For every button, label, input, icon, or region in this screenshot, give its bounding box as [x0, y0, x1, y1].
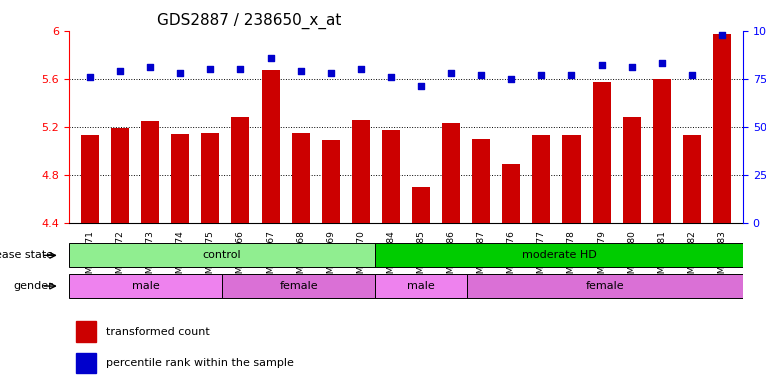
Bar	[593, 82, 611, 223]
Point	[294, 68, 306, 74]
Bar	[653, 79, 671, 223]
Point	[83, 74, 97, 80]
Bar	[141, 121, 159, 223]
Bar	[292, 133, 309, 223]
Bar	[683, 135, 701, 223]
Point	[475, 72, 487, 78]
Text: percentile rank within the sample: percentile rank within the sample	[106, 358, 294, 368]
Bar	[172, 134, 189, 223]
Bar	[472, 139, 490, 223]
Bar	[81, 135, 99, 223]
FancyBboxPatch shape	[69, 274, 222, 298]
Text: female: female	[586, 281, 624, 291]
Bar	[261, 70, 280, 223]
Text: transformed count: transformed count	[106, 327, 210, 337]
Point	[415, 83, 427, 89]
Point	[355, 66, 367, 72]
Point	[565, 72, 578, 78]
Point	[686, 72, 698, 78]
Bar	[442, 123, 460, 223]
Text: male: male	[408, 281, 435, 291]
Point	[205, 66, 217, 72]
Point	[626, 64, 638, 70]
Point	[535, 72, 548, 78]
Bar	[502, 164, 520, 223]
Bar	[76, 353, 96, 373]
FancyBboxPatch shape	[222, 274, 375, 298]
Bar	[352, 119, 370, 223]
Bar	[412, 187, 430, 223]
Point	[114, 68, 126, 74]
Bar	[562, 135, 581, 223]
Bar	[231, 117, 250, 223]
Text: moderate HD: moderate HD	[522, 250, 597, 260]
Point	[595, 62, 607, 68]
Text: gender: gender	[14, 281, 54, 291]
Bar	[713, 34, 731, 223]
Bar	[532, 135, 551, 223]
Point	[506, 76, 518, 82]
Text: female: female	[280, 281, 318, 291]
Text: GDS2887 / 238650_x_at: GDS2887 / 238650_x_at	[156, 13, 341, 29]
Bar	[111, 128, 129, 223]
FancyBboxPatch shape	[375, 243, 743, 268]
Point	[264, 55, 277, 61]
Point	[234, 66, 247, 72]
Bar	[76, 321, 96, 342]
Point	[656, 60, 668, 66]
FancyBboxPatch shape	[69, 243, 375, 268]
Bar	[322, 140, 340, 223]
Point	[174, 70, 186, 76]
Bar	[382, 130, 400, 223]
Bar	[201, 133, 219, 223]
Bar	[623, 117, 640, 223]
Text: disease state: disease state	[0, 250, 54, 260]
Text: control: control	[203, 250, 241, 260]
Point	[445, 70, 457, 76]
Point	[325, 70, 337, 76]
Point	[144, 64, 156, 70]
FancyBboxPatch shape	[375, 274, 467, 298]
Text: male: male	[132, 281, 159, 291]
Point	[715, 31, 728, 38]
FancyBboxPatch shape	[467, 274, 743, 298]
Point	[385, 74, 397, 80]
